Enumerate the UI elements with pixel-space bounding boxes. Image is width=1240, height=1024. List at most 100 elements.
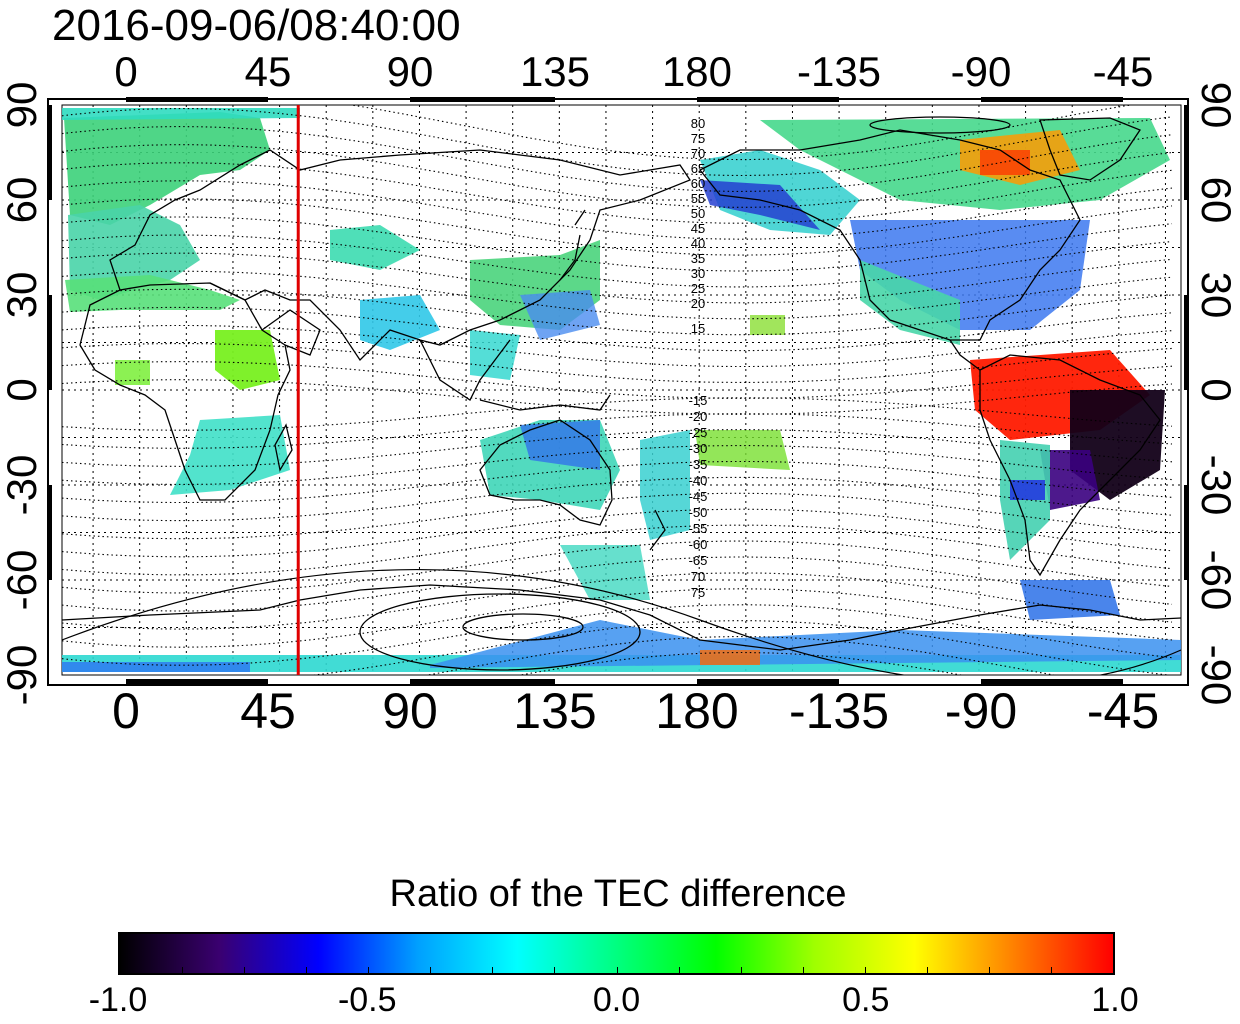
contour-label: 20 [691,296,705,311]
colorbar-minor-tick [492,967,494,973]
contour-label: -20 [689,409,708,424]
mag-contour [62,198,1173,256]
frame-bar [981,679,1123,685]
right-lat-tick-label: 30 [1193,272,1240,319]
map-frame-outer [47,98,1189,686]
mag-contour [62,216,1173,272]
tec-patch [115,360,150,385]
mag-contour [62,524,1173,576]
colorbar-tick-label: 1.0 [1091,981,1139,1019]
colorbar-minor-tick [430,967,432,973]
mag-pole-contour [359,593,641,671]
top-lon-tick-label: -90 [951,48,1012,95]
contour-label: -55 [689,521,708,536]
left-lat-tick-label: -30 [0,455,45,516]
mag-contour [62,252,1173,304]
frame-bar [981,97,1123,102]
mag-contour [425,636,1058,675]
tec-patch [980,150,1030,175]
bottom-lon-tick-label: 135 [513,683,596,739]
colorbar-tick-label: 0.5 [842,981,890,1019]
mag-contour [62,126,1173,192]
frame-bar [47,105,52,200]
left-lat-tick-label: -90 [0,645,45,706]
bottom-lon-tick-label: 180 [655,683,738,739]
contour-label: -25 [689,425,708,440]
tec-patch [62,662,250,672]
colorbar-minor-tick [926,967,928,973]
contour-label: 60 [691,176,705,191]
colorbar-minor-tick [740,967,742,973]
colorbar-minor-tick [988,967,990,973]
colorbar-minor-tick [1050,967,1052,973]
right-lat-tick-label: 60 [1193,177,1240,224]
mag-contour [62,180,1173,240]
left-lat-tick-label: 90 [0,82,45,129]
mag-contour [62,556,1173,612]
colorbar-title: Ratio of the TEC difference [389,873,847,915]
frame-bar [1184,295,1189,390]
mag-contour [62,234,1173,288]
mag-contour [62,413,1173,449]
tec-patch [1040,450,1100,510]
mag-contour [62,379,1173,415]
frame-bars [47,97,1189,685]
colorbar-minor-tick [678,967,680,973]
colorbar-minor-tick [802,967,804,973]
right-lat-tick-label: 0 [1193,378,1240,401]
contour-label: -35 [689,457,708,472]
mag-pole-contour [869,116,1011,134]
tec-patch [62,108,300,120]
contour-label: -40 [689,473,708,488]
timestamp-title: 2016-09-06/08:40:00 [52,1,461,50]
tec-patch [1010,480,1045,500]
tec-patch [65,275,240,312]
colorbar-minor-tick [244,967,246,973]
mag-contour [62,162,1173,224]
mag-contour [62,361,1173,399]
tec-map: 8075706560555045403530252015-15-20-25-30… [0,48,1240,739]
mag-contour [62,492,1173,540]
frame-bar [47,295,52,390]
tec-data-patches [62,108,1181,672]
coastline-australia [479,419,613,526]
mag-contour [62,588,1173,648]
tec-patch [520,290,600,340]
contour-label: 45 [691,221,705,236]
colorbar-tick-label: -1.0 [88,981,148,1019]
bottom-lon-tick-label: -90 [945,683,1017,739]
bottom-lon-tick-label: 45 [240,683,296,739]
right-lat-tick-label: -30 [1193,455,1240,516]
mag-contour [62,397,1173,431]
mag-contour [62,288,1173,336]
colorbar-minor-tick [554,967,556,973]
tec-patch [860,260,960,345]
mag-contour [62,445,1173,485]
contour-label: 40 [691,236,705,251]
top-lon-tick-label: 90 [387,48,434,95]
coastline-north-america [698,129,1081,341]
tec-patch [64,112,270,225]
mag-contour [62,540,1173,594]
coastline-nz [649,509,666,551]
coastline-south-america [979,354,1161,577]
tec-patch [700,650,760,665]
tec-patch [330,225,420,270]
tec-patch [700,180,820,230]
mag-contour [62,460,1173,504]
colorbar-tick-label: 0.0 [592,981,641,1019]
contour-label: 65 [691,161,705,176]
coastlines [62,117,1181,651]
mag-pole-contour [462,613,584,641]
contour-label: 70 [691,146,705,161]
coastline-madagascar [274,423,293,472]
coastline-africa [79,282,291,501]
frame-bar [697,97,839,102]
top-lon-tick-label: 135 [520,48,590,95]
colorbar-minor-tick [306,967,308,973]
tec-patch [360,295,440,350]
bottom-lon-tick-label: -45 [1087,683,1159,739]
contour-label: -50 [689,505,708,520]
colorbar-minor-tick [182,967,184,973]
contour-label: 35 [691,251,705,266]
